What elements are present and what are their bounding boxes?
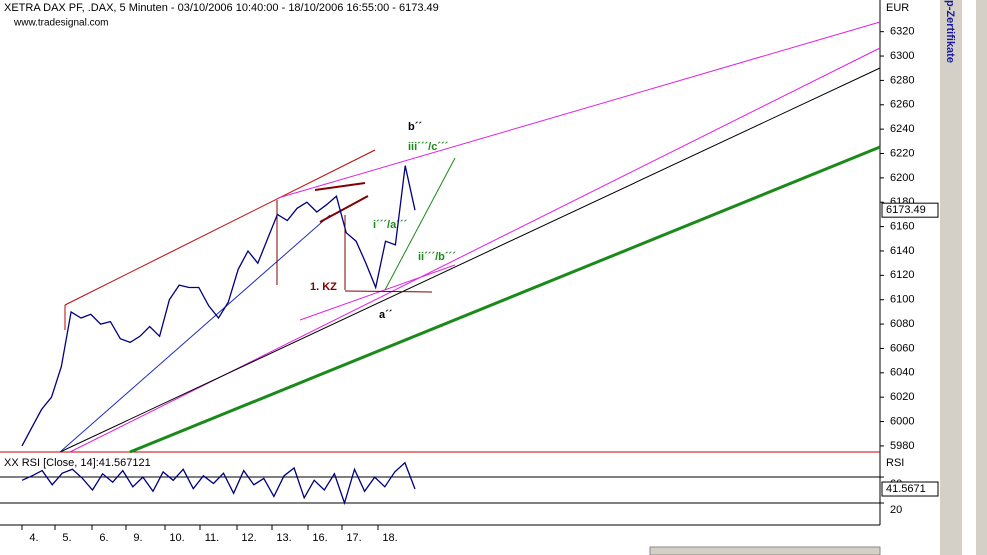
x-tick-label: 11. bbox=[205, 532, 219, 544]
x-tick-label: 18. bbox=[382, 532, 397, 544]
y-tick-label: 6160 bbox=[890, 221, 914, 233]
annotation: i´´´/a´´´ bbox=[373, 219, 408, 231]
y-unit: EUR bbox=[886, 2, 909, 14]
x-tick-label: 10. bbox=[169, 532, 184, 544]
annotation: a´´ bbox=[379, 309, 393, 321]
annotation: iii´´´/c´´´ bbox=[408, 141, 449, 153]
last-value-box bbox=[881, 202, 939, 218]
annotation: 1. KZ bbox=[310, 281, 337, 293]
trend-line bbox=[59, 67, 881, 453]
annotation: b´´ bbox=[408, 121, 422, 133]
x-tick-label: 6. bbox=[99, 532, 108, 544]
y-tick-label: 5980 bbox=[890, 440, 914, 452]
y-tick-label: 6060 bbox=[890, 342, 914, 354]
x-tick-label: 9. bbox=[133, 532, 142, 544]
y-tick-label: 6080 bbox=[890, 318, 914, 330]
last-value-label: 6173.49 bbox=[886, 204, 926, 216]
y-tick-label: 6320 bbox=[890, 26, 914, 38]
chart-subtitle: www.tradesignal.com bbox=[13, 18, 108, 29]
x-tick-label: 13. bbox=[276, 532, 291, 544]
trend-line bbox=[69, 47, 881, 453]
trend-line bbox=[129, 145, 881, 454]
y-tick-label: 6240 bbox=[890, 123, 914, 135]
x-tick-label: 16. bbox=[312, 532, 327, 544]
trend-line bbox=[384, 157, 456, 291]
side-strip bbox=[962, 0, 976, 555]
x-tick-label: 5. bbox=[62, 532, 71, 544]
y-tick-label: 6040 bbox=[890, 367, 914, 379]
trend-line bbox=[64, 149, 376, 306]
y-tick-label: 6260 bbox=[890, 99, 914, 111]
rsi-title: XX RSI [Close, 14]:41.567121 bbox=[4, 457, 151, 469]
y-tick-label: 6140 bbox=[890, 245, 914, 257]
trend-line bbox=[319, 195, 369, 223]
trend-line bbox=[59, 214, 331, 453]
side-text: p-Zertifikate bbox=[944, 0, 956, 63]
last-value-label: 41.5671 bbox=[886, 483, 926, 495]
x-tick-label: 4. bbox=[29, 532, 38, 544]
price-line bbox=[21, 165, 416, 447]
y-tick-label: 6120 bbox=[890, 269, 914, 281]
y-tick-label: 6020 bbox=[890, 391, 914, 403]
rsi-unit: RSI bbox=[886, 457, 904, 469]
annotation: ii´´´/b´´´ bbox=[418, 251, 456, 263]
last-value-box bbox=[881, 481, 939, 497]
y-tick-label: 20 bbox=[890, 504, 902, 516]
y-tick-label: 6220 bbox=[890, 147, 914, 159]
scrollbar[interactable] bbox=[649, 546, 881, 555]
trend-line bbox=[344, 290, 433, 293]
y-tick-label: 6300 bbox=[890, 50, 914, 62]
chart-title: XETRA DAX PF, .DAX, 5 Minuten - 03/10/20… bbox=[4, 2, 439, 14]
y-tick-label: 6200 bbox=[890, 172, 914, 184]
y-tick-label: 6100 bbox=[890, 294, 914, 306]
y-tick-label: 6000 bbox=[890, 415, 914, 427]
y-tick-label: 6280 bbox=[890, 74, 914, 86]
x-tick-label: 17. bbox=[346, 532, 361, 544]
trend-line bbox=[277, 21, 881, 199]
x-tick-label: 12. bbox=[241, 532, 256, 544]
price-line bbox=[21, 461, 416, 506]
trend-lines bbox=[59, 21, 881, 454]
trend-line bbox=[299, 264, 456, 321]
trend-line bbox=[314, 182, 366, 191]
